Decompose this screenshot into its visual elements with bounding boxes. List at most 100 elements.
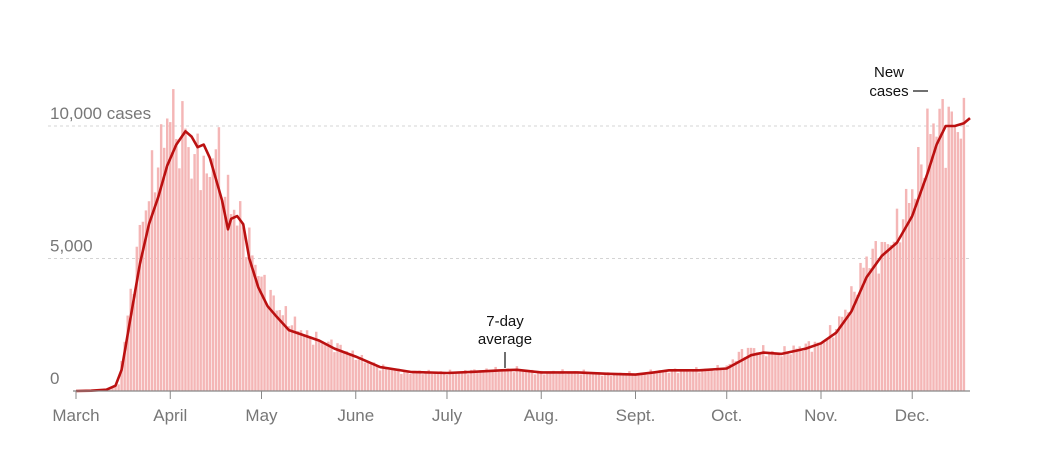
- new-cases-bar: [625, 375, 627, 391]
- new-cases-bar: [275, 311, 277, 391]
- x-tick-label: March: [52, 406, 99, 425]
- new-cases-bar: [400, 374, 402, 391]
- new-cases-bar: [424, 373, 426, 391]
- annotation-new-cases-line-1: New: [874, 64, 904, 81]
- new-cases-bar: [914, 199, 916, 391]
- new-cases-bar: [923, 178, 925, 391]
- new-cases-bar: [935, 137, 937, 391]
- new-cases-bar: [452, 372, 454, 391]
- new-cases-bar: [543, 374, 545, 391]
- y-tick-label: 0: [50, 369, 59, 388]
- new-cases-bar: [878, 274, 880, 391]
- new-cases-bar: [458, 372, 460, 391]
- new-cases-bar: [525, 370, 527, 391]
- new-cases-bar: [479, 370, 481, 391]
- new-cases-bar: [437, 373, 439, 391]
- new-cases-bar: [184, 129, 186, 391]
- new-cases-bar: [622, 375, 624, 391]
- new-cases-bar: [242, 227, 244, 391]
- new-cases-bar: [300, 330, 302, 391]
- new-cases-bar: [178, 168, 180, 391]
- new-cases-bar: [190, 179, 192, 391]
- new-cases-bar: [589, 374, 591, 391]
- new-cases-bar: [333, 352, 335, 391]
- new-cases-bar: [814, 342, 816, 391]
- new-cases-bar: [567, 372, 569, 391]
- new-cases-bar: [318, 340, 320, 391]
- new-cases-bar: [321, 342, 323, 391]
- new-cases-bar: [522, 372, 524, 391]
- new-cases-bar: [345, 351, 347, 391]
- new-cases-bar: [245, 257, 247, 391]
- new-cases-bar: [686, 369, 688, 391]
- new-cases-bar: [820, 343, 822, 391]
- new-cases-bar: [640, 373, 642, 391]
- new-cases-bar: [847, 312, 849, 391]
- new-cases-bar: [117, 384, 119, 391]
- new-cases-bar: [774, 354, 776, 391]
- new-cases-bar: [707, 369, 709, 391]
- new-cases-bar: [431, 374, 433, 391]
- new-cases-bar: [613, 373, 615, 391]
- new-cases-bar: [719, 368, 721, 391]
- new-cases-bar: [309, 336, 311, 391]
- new-cases-bar: [233, 210, 235, 391]
- new-cases-bar: [160, 124, 162, 391]
- new-cases-bar: [555, 374, 557, 391]
- new-cases-bar: [209, 177, 211, 391]
- new-cases-bar: [230, 214, 232, 391]
- new-cases-bar: [756, 352, 758, 391]
- new-cases-bar: [680, 369, 682, 391]
- new-cases-bar: [564, 374, 566, 391]
- x-tick-label: April: [153, 406, 187, 425]
- new-cases-bar: [288, 326, 290, 391]
- new-cases-bar: [908, 203, 910, 391]
- new-cases-bar: [391, 369, 393, 391]
- new-cases-bar: [823, 342, 825, 391]
- new-cases-bar: [832, 337, 834, 391]
- annotation-7-day-average-line-1: 7-day: [486, 313, 524, 330]
- new-cases-bar: [139, 225, 141, 391]
- new-cases-bar: [482, 371, 484, 391]
- new-cases-bar: [768, 353, 770, 391]
- new-cases-bar: [692, 371, 694, 391]
- new-cases-bar: [549, 372, 551, 391]
- y-tick-label: 5,000: [50, 237, 93, 256]
- new-cases-bar: [154, 192, 156, 391]
- new-cases-bar: [202, 156, 204, 391]
- new-cases-bar: [312, 345, 314, 391]
- new-cases-bar: [263, 275, 265, 391]
- y-tick-label: 10,000 cases: [50, 104, 151, 123]
- new-cases-bar: [765, 356, 767, 391]
- new-cases-bar: [540, 371, 542, 391]
- new-cases-bar: [285, 306, 287, 391]
- x-tick-label: Nov.: [804, 406, 838, 425]
- new-cases-bar: [534, 374, 536, 391]
- new-cases-bar: [951, 112, 953, 391]
- new-cases-bar: [662, 371, 664, 391]
- new-cases-bar: [859, 263, 861, 391]
- new-cases-bar: [798, 346, 800, 391]
- new-cases-bar: [759, 352, 761, 391]
- new-cases-bar: [592, 372, 594, 391]
- new-cases-bar: [221, 201, 223, 391]
- new-cases-bar: [668, 373, 670, 391]
- new-cases-bar: [884, 242, 886, 391]
- x-tick-label: May: [245, 406, 278, 425]
- new-cases-bar: [917, 147, 919, 391]
- new-cases-bar: [577, 372, 579, 391]
- new-cases-bar: [744, 357, 746, 391]
- new-cases-bar: [604, 373, 606, 391]
- new-cases-bar: [771, 351, 773, 391]
- new-cases-bar: [598, 372, 600, 391]
- new-cases-bar: [896, 209, 898, 391]
- new-cases-bar: [151, 150, 153, 391]
- new-cases-bar: [409, 374, 411, 391]
- new-cases-bar: [497, 372, 499, 391]
- new-cases-bar: [507, 368, 509, 391]
- new-cases-bar: [601, 376, 603, 391]
- new-cases-bar: [394, 369, 396, 391]
- new-cases-bar: [251, 255, 253, 391]
- new-cases-bar: [944, 168, 946, 391]
